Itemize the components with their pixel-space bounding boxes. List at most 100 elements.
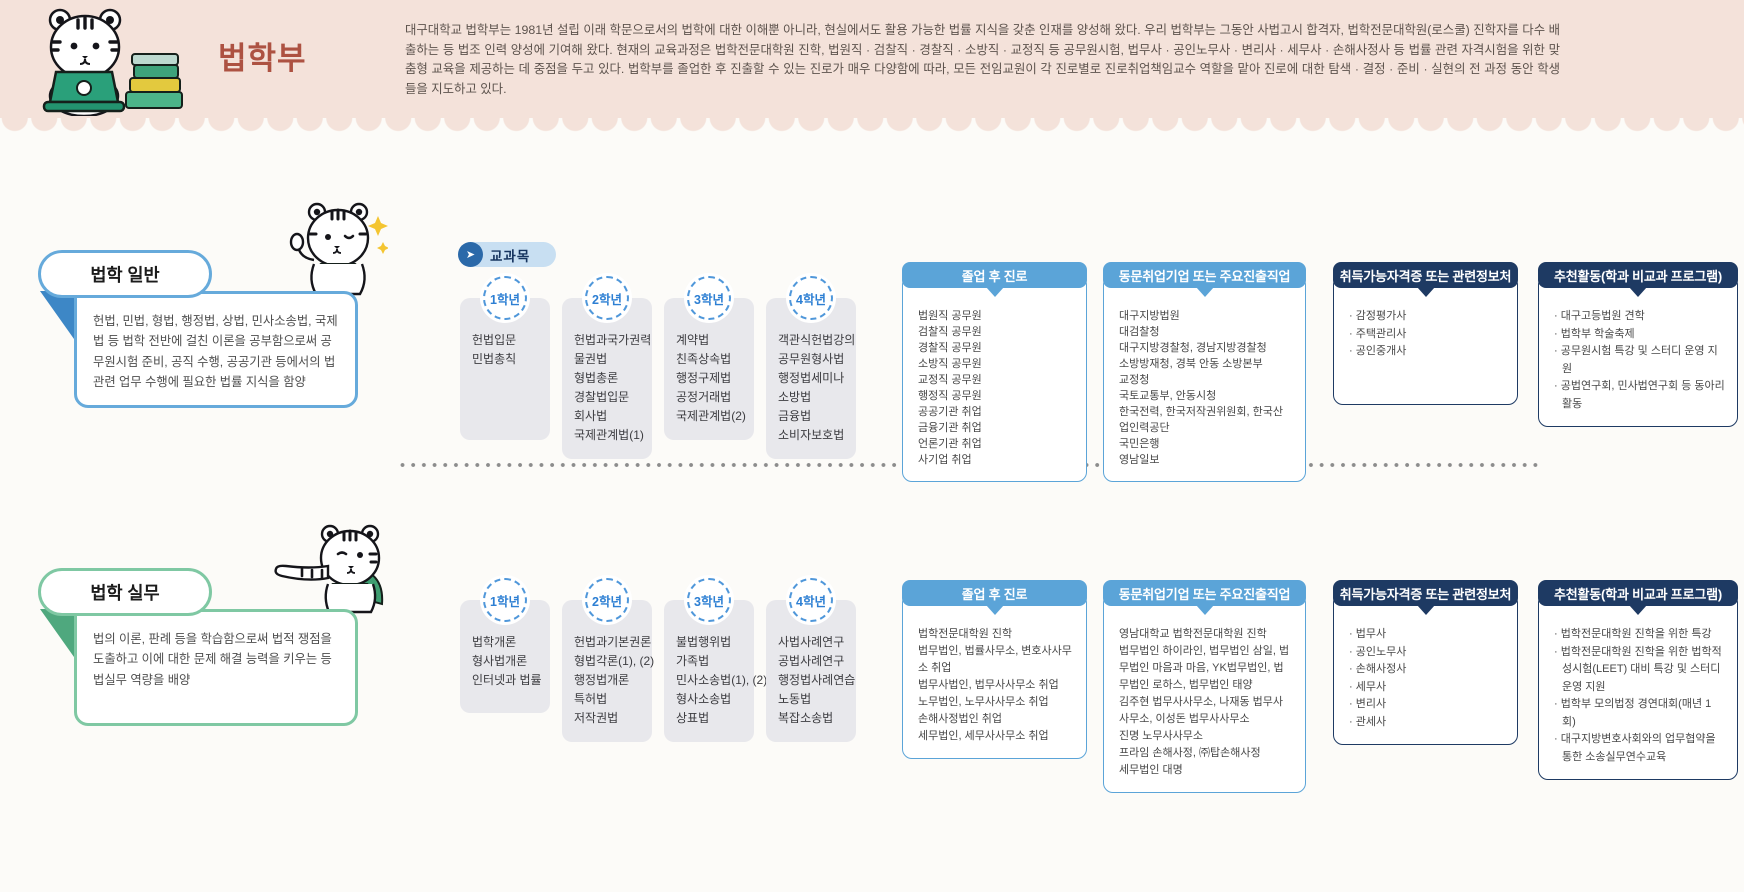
card-item-list: 대구고등법원 견학법학부 학술축제공무원시험 특강 및 스터디 운영 지원공법연… xyxy=(1538,275,1738,427)
course-item: 복잡소송법 xyxy=(778,711,834,725)
course-item: 행정법개론 xyxy=(574,673,630,687)
year-column-3: 3학년 불법행위법 가족법 민사소송법(1), (2) 형사소송법 상표법 xyxy=(664,578,767,742)
arrow-right-icon: ➤ xyxy=(458,242,483,267)
card-item: 법무법인, 법률사무소, 변호사사무소 취업 xyxy=(918,645,1072,674)
year-label: 2학년 xyxy=(592,292,622,307)
card-item: 대구지방법원 xyxy=(1119,310,1180,322)
card-item: 국민은행 xyxy=(1119,438,1160,450)
course-item: 가족법 xyxy=(676,654,710,668)
card-item: 공인노무사 xyxy=(1349,644,1505,662)
card-item: 국토교통부, 안동시청 xyxy=(1119,390,1217,402)
course-item: 불법행위법 xyxy=(676,635,732,649)
course-item: 친족상속법 xyxy=(676,352,732,366)
course-item: 국제관계법(1) xyxy=(574,428,644,442)
card-item: 영남일보 xyxy=(1119,454,1160,466)
card-item: 진명 노무사사무소 xyxy=(1119,730,1204,742)
card-item: 법무사 xyxy=(1349,626,1505,644)
bubble-title: 법학 일반 xyxy=(38,250,212,298)
course-item: 공정거래법 xyxy=(676,390,732,404)
bubble-description: 법의 이론, 판례 등을 학습함으로써 법적 쟁점을 도출하고 이에 대한 문제… xyxy=(74,609,358,726)
notch-icon xyxy=(985,287,1004,297)
year-label: 4학년 xyxy=(796,292,826,307)
card-item: 법학전문대학원 진학을 위한 법학적성시험(LEET) 대비 특강 및 스터디 … xyxy=(1554,644,1725,697)
card-item: 공인중개사 xyxy=(1349,343,1505,361)
course-item: 민법총칙 xyxy=(472,352,517,366)
course-item: 계약법 xyxy=(676,333,710,347)
card-item: 주택관리사 xyxy=(1349,326,1505,344)
card-item: 법학전문대학원 진학 xyxy=(918,628,1013,640)
card-item: 손해사정사 xyxy=(1349,661,1505,679)
course-item: 사법사례연구 xyxy=(778,635,845,649)
course-item: 인터넷과 법률 xyxy=(472,673,542,687)
course-item: 공무원형사법 xyxy=(778,352,845,366)
year-label: 4학년 xyxy=(796,594,826,609)
course-list: 사법사례연구 공법사례연구 행정법사례연습 노동법 복잡소송법 xyxy=(766,600,856,742)
course-item: 형법각론(1), (2) xyxy=(574,654,655,668)
department-description: 대구대학교 법학부는 1981년 설립 이래 학문으로서의 법학에 대한 이해뿐… xyxy=(405,23,1560,96)
curriculum-label: 교과목 xyxy=(490,248,531,264)
card-item: 법학전문대학원 진학을 위한 특강 xyxy=(1554,626,1725,644)
card-header: 추천활동(학과 비교과 프로그램) xyxy=(1538,262,1738,297)
page-title: 법학부 xyxy=(218,41,307,76)
notch-icon xyxy=(1629,605,1647,615)
card-item: 금융기관 취업 xyxy=(918,422,982,434)
course-item: 회사법 xyxy=(574,409,608,423)
course-list: 계약법 친족상속법 행정구제법 공정거래법 국제관계법(2) xyxy=(664,298,754,440)
card-item: 소방직 공무원 xyxy=(918,358,982,370)
card-item: 법무법인 하이라인, 법무법인 삼일, 법무법인 마음과 마음, YK법무법인,… xyxy=(1119,645,1290,691)
card-item: 법학부 학술축제 xyxy=(1554,326,1725,344)
course-item: 형사법개론 xyxy=(472,654,528,668)
card-item-list: 영남대학교 법학전문대학원 진학 법무법인 하이라인, 법무법인 삼일, 법무법인… xyxy=(1103,593,1306,793)
year-badge: 4학년 xyxy=(789,578,833,622)
course-list: 불법행위법 가족법 민사소송법(1), (2) 형사소송법 상표법 xyxy=(664,600,767,742)
card-item: 사기업 취업 xyxy=(918,454,972,466)
card-title: 졸업 후 진로 xyxy=(961,268,1028,284)
course-list: 객관식헌법강의 공무원형사법 행정법세미나 소방법 금융법 소비자보호법 xyxy=(766,298,856,459)
course-item: 형법총론 xyxy=(574,371,619,385)
bubble-fold xyxy=(40,291,74,339)
card-item: 행정직 공무원 xyxy=(918,390,982,402)
card-item: 법원직 공무원 xyxy=(918,310,982,322)
card-item: 김주현 법무사사무소, 나재동 법무사사무소, 이성돈 법무사사무소 xyxy=(1119,696,1284,725)
card-title: 추천활동(학과 비교과 프로그램) xyxy=(1554,268,1722,284)
course-item: 경찰법입문 xyxy=(574,390,630,404)
card-item: 대구지방경찰청, 경남지방경찰청 xyxy=(1119,342,1267,354)
card-header: 추천활동(학과 비교과 프로그램) xyxy=(1538,580,1738,615)
year-badge: 1학년 xyxy=(483,578,527,622)
header-band: 법학부 대구대학교 법학부는 1981년 설립 이래 학문으로서의 법학에 대한… xyxy=(0,0,1744,118)
year-badge: 2학년 xyxy=(585,578,629,622)
course-item: 형사소송법 xyxy=(676,692,732,706)
year-column-1: 1학년 법학개론 형사법개론 인터넷과 법률 xyxy=(460,578,550,713)
card-career-paths: 졸업 후 진로 법학전문대학원 진학 법무법인, 법률사무소, 변호사사무소 취업… xyxy=(902,580,1087,759)
card-title: 동문취업기업 또는 주요진출직업 xyxy=(1118,586,1291,602)
year-badge: 3학년 xyxy=(687,276,731,320)
course-item: 행정구제법 xyxy=(676,371,732,385)
card-item: 프라임 손해사정, ㈜탑손해사정 xyxy=(1119,747,1261,759)
card-item: 대검찰청 xyxy=(1119,326,1160,338)
course-item: 금융법 xyxy=(778,409,812,423)
books-icon xyxy=(125,53,183,109)
card-recommended-activities: 추천활동(학과 비교과 프로그램) 대구고등법원 견학법학부 학술축제공무원시험… xyxy=(1538,262,1738,427)
curriculum-label-pill: ➤ 교과목 xyxy=(458,242,556,267)
scalloped-divider xyxy=(0,118,1744,133)
card-item: 법무사법인, 법무사사무소 취업 xyxy=(918,679,1059,691)
notch-icon xyxy=(1195,605,1214,615)
year-column-3: 3학년 계약법 친족상속법 행정구제법 공정거래법 국제관계법(2) xyxy=(664,276,754,440)
card-item: 교정직 공무원 xyxy=(918,374,982,386)
card-item: 변리사 xyxy=(1349,696,1505,714)
notch-icon xyxy=(1629,287,1647,297)
card-title: 취득가능자격증 또는 관련정보처 xyxy=(1339,586,1512,602)
course-item: 행정법세미나 xyxy=(778,371,845,385)
notch-icon xyxy=(985,605,1004,615)
card-item: 경찰직 공무원 xyxy=(918,342,982,354)
card-item: 손해사정법인 취업 xyxy=(918,713,1003,725)
year-badge: 1학년 xyxy=(483,276,527,320)
card-header: 졸업 후 진로 xyxy=(902,262,1087,297)
bubble-title: 법학 실무 xyxy=(38,568,212,616)
card-item: 검찰직 공무원 xyxy=(918,326,982,338)
card-item: 공무원시험 특강 및 스터디 운영 지원 xyxy=(1554,343,1725,378)
year-label: 2학년 xyxy=(592,594,622,609)
bubble-description: 헌법, 민법, 형법, 행정법, 상법, 민사소송법, 국제법 등 법학 전반에… xyxy=(74,291,358,408)
tiger-laptop-books-mascot-icon xyxy=(42,8,183,116)
course-list: 헌법과국가권력 물권법 형법총론 경찰법입문 회사법 국제관계법(1) xyxy=(562,298,652,459)
